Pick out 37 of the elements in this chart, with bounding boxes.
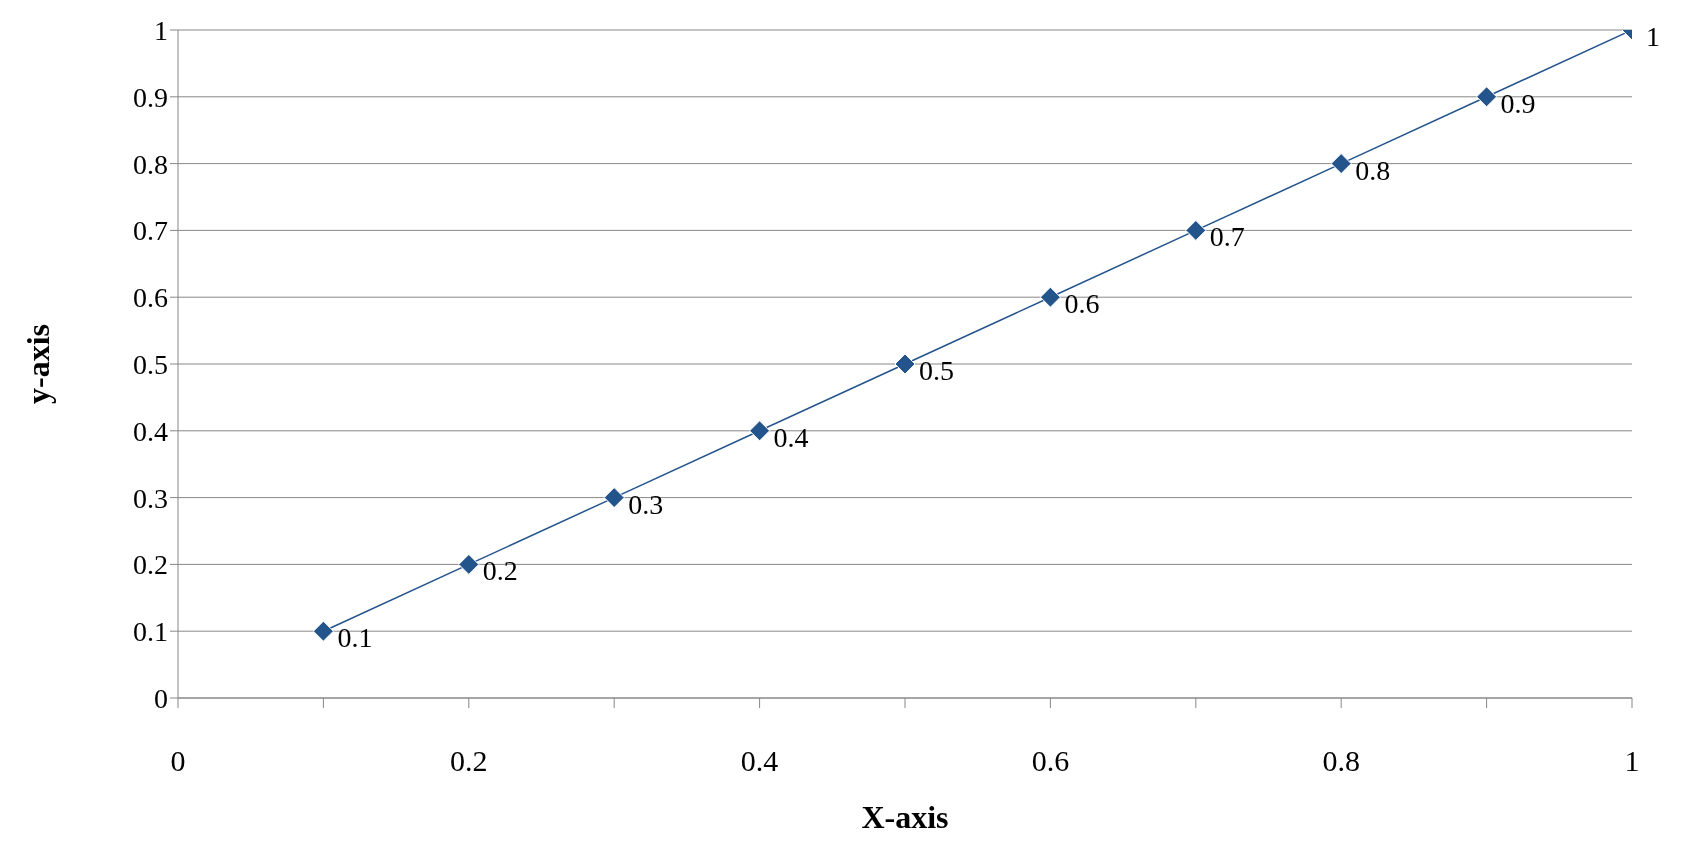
y-tick-label: 1	[154, 14, 168, 46]
point	[312, 620, 334, 642]
y-tick-label: 0.9	[133, 81, 168, 113]
y-tick-label: 0.6	[133, 282, 168, 314]
point	[1185, 219, 1207, 241]
data-label: 0.2	[482, 555, 518, 587]
y-tick-label: 0.4	[133, 415, 168, 447]
data-label: 0.7	[1209, 221, 1245, 253]
point	[458, 553, 480, 575]
y-tick-label: 0.1	[133, 616, 168, 648]
data-label: 0.3	[628, 488, 664, 520]
x-tick-label: 0.8	[1322, 744, 1360, 778]
y-tick-label: 0	[154, 682, 168, 714]
point	[1330, 153, 1352, 175]
data-label: 0.1	[337, 622, 373, 654]
y-tick-label: 0.8	[133, 148, 168, 180]
point	[603, 487, 625, 509]
x-axis-title: X-axis	[861, 799, 949, 835]
y-tick-label: 0.3	[133, 482, 168, 514]
x-tick-label: 0.2	[450, 744, 488, 778]
data-label: 0.4	[773, 421, 809, 453]
x-tick-label: 0.4	[740, 744, 779, 778]
point	[1476, 86, 1498, 108]
y-tick-label: 0.7	[133, 215, 168, 247]
data-label: 0.8	[1355, 154, 1391, 186]
data-label: 0.5	[919, 355, 954, 386]
point	[749, 420, 771, 442]
y-tick-label: 0.2	[133, 549, 168, 581]
data-label: 1	[1646, 21, 1660, 52]
y-tick-label: 0.5	[133, 348, 168, 380]
data-label: 0.9	[1500, 87, 1536, 119]
x-tick-label: 1	[1624, 744, 1640, 778]
x-tick-label: 0.6	[1031, 744, 1070, 778]
data-label: 0.6	[1064, 288, 1100, 320]
point	[894, 353, 916, 375]
point	[1039, 286, 1061, 308]
y-axis-title: y-axis	[20, 324, 57, 404]
